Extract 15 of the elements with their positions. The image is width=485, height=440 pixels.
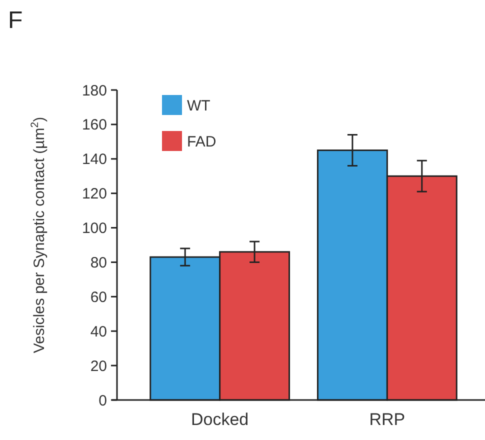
y-tick-label: 160 bbox=[82, 116, 107, 134]
x-tick-label: Docked bbox=[191, 410, 249, 429]
y-tick-label: 120 bbox=[82, 186, 107, 203]
chart-title: F bbox=[8, 7, 23, 34]
legend-label: WT bbox=[187, 97, 210, 114]
x-tick-label: RRP bbox=[369, 410, 406, 429]
legend-label: FAD bbox=[187, 133, 216, 150]
y-tick-label: 0 bbox=[98, 392, 107, 410]
y-tick-label: 80 bbox=[90, 254, 107, 272]
y-tick-label: 40 bbox=[90, 323, 107, 340]
y-tick-label: 180 bbox=[82, 82, 107, 100]
y-tick-label: 20 bbox=[90, 358, 107, 375]
y-tick-label: 140 bbox=[82, 151, 107, 168]
y-tick-label: 60 bbox=[90, 288, 107, 306]
y-tick-label: 100 bbox=[82, 220, 107, 238]
